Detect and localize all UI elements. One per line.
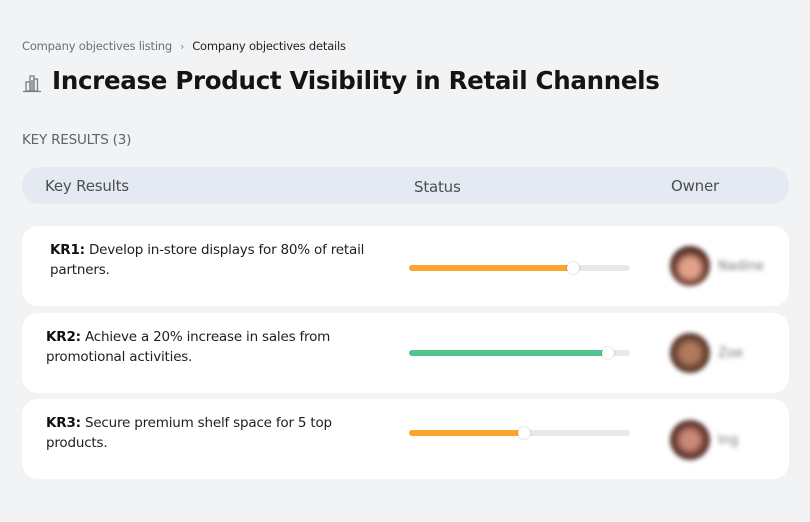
table-header: Key Results Status Owner [22, 167, 789, 204]
progress-fill [409, 265, 573, 271]
progress-knob [566, 262, 579, 274]
breadcrumb-current: Company objectives details [192, 39, 346, 53]
column-header-key-results: Key Results [45, 177, 129, 195]
title-row: Increase Product Visibility in Retail Ch… [22, 66, 660, 95]
progress-knob [517, 427, 530, 439]
key-result-description: KR1: Develop in-store displays for 80% o… [50, 240, 370, 280]
key-result-row-kr1[interactable]: KR1: Develop in-store displays for 80% o… [22, 226, 789, 306]
key-result-text: Achieve a 20% increase in sales from pro… [46, 329, 331, 365]
owner[interactable]: Nadine [670, 246, 764, 286]
progress-bar [409, 427, 630, 439]
column-header-status: Status [414, 178, 461, 196]
column-header-owner: Owner [671, 177, 719, 195]
key-result-code: KR1: [50, 242, 85, 258]
progress-bar [409, 262, 630, 274]
avatar [670, 333, 710, 373]
key-result-description: KR2: Achieve a 20% increase in sales fro… [46, 327, 366, 367]
chevron-right-icon: › [180, 39, 185, 53]
page-title: Increase Product Visibility in Retail Ch… [52, 66, 660, 95]
key-result-code: KR3: [46, 415, 81, 431]
owner[interactable]: Zoe [670, 333, 743, 373]
key-result-text: Develop in-store displays for 80% of ret… [50, 242, 365, 278]
key-result-row-kr2[interactable]: KR2: Achieve a 20% increase in sales fro… [22, 313, 789, 393]
key-result-code: KR2: [46, 329, 81, 345]
avatar [670, 246, 710, 286]
progress-fill [409, 430, 524, 436]
progress-knob [601, 347, 614, 359]
owner-name: Nadine [718, 258, 764, 274]
progress-fill [409, 350, 608, 356]
owner-name: Zoe [718, 345, 743, 361]
buildings-icon [22, 72, 42, 94]
avatar [670, 420, 710, 460]
key-results-count-label: KEY RESULTS (3) [22, 132, 132, 148]
breadcrumb: Company objectives listing › Company obj… [22, 39, 346, 53]
owner[interactable]: Ing [670, 420, 738, 460]
progress-bar [409, 347, 630, 359]
key-result-text: Secure premium shelf space for 5 top pro… [46, 415, 332, 451]
key-result-description: KR3: Secure premium shelf space for 5 to… [46, 413, 366, 453]
breadcrumb-link-listing[interactable]: Company objectives listing [22, 39, 172, 53]
owner-name: Ing [718, 432, 739, 448]
key-result-row-kr3[interactable]: KR3: Secure premium shelf space for 5 to… [22, 399, 789, 479]
